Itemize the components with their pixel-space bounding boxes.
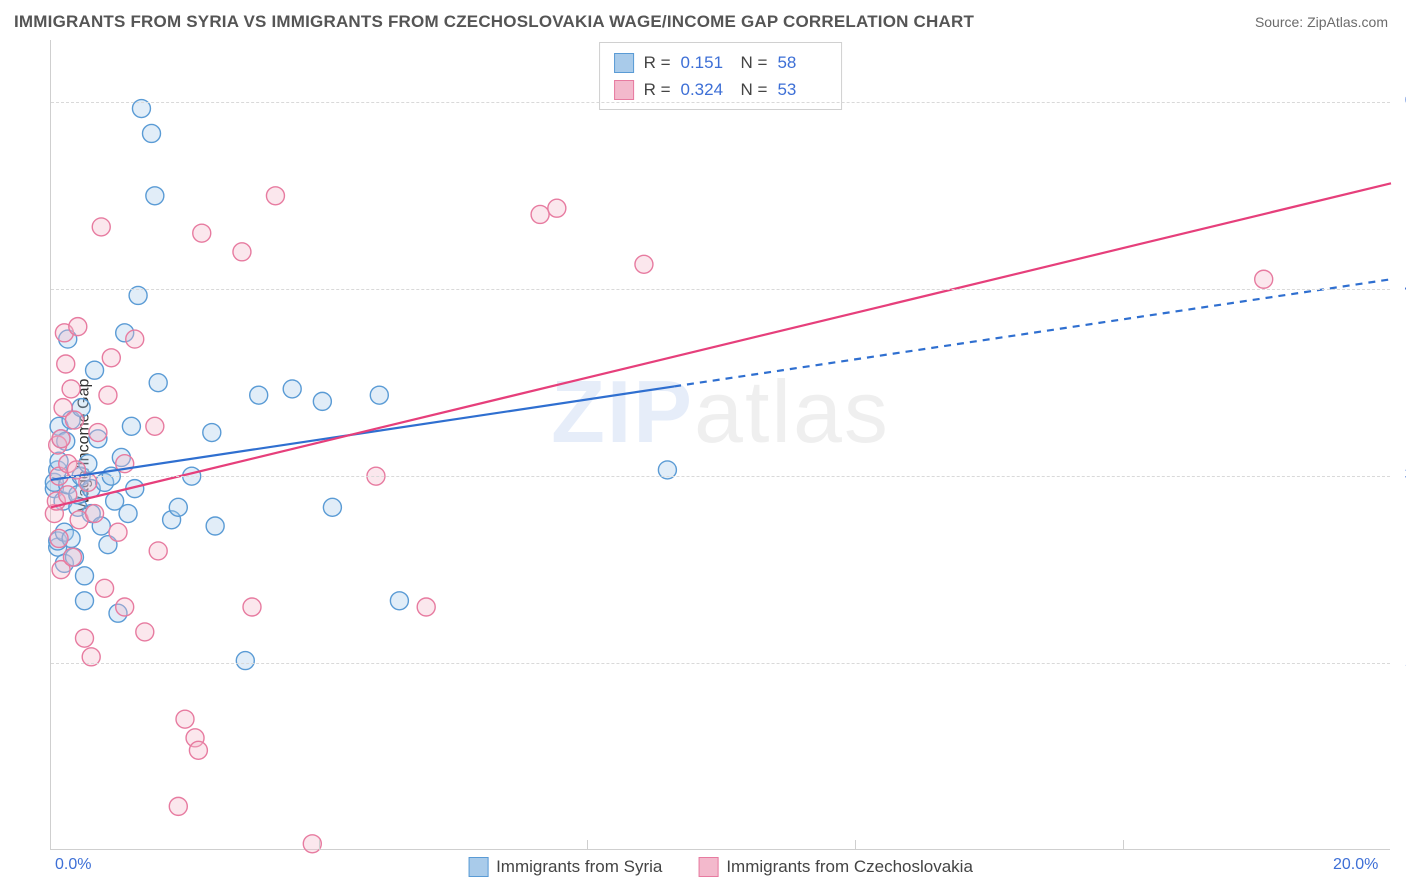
legend-row-czech: R = 0.324 N = 53 bbox=[614, 76, 828, 103]
scatter-point-syria bbox=[149, 374, 167, 392]
r-label: R = bbox=[644, 76, 671, 103]
scatter-point-syria bbox=[146, 187, 164, 205]
scatter-point-czech bbox=[86, 505, 104, 523]
legend-series: Immigrants from Syria Immigrants from Cz… bbox=[468, 857, 973, 877]
swatch-czech bbox=[698, 857, 718, 877]
scatter-point-czech bbox=[176, 710, 194, 728]
scatter-point-syria bbox=[323, 498, 341, 516]
y-tick-label: 30.0% bbox=[1398, 466, 1406, 484]
swatch-czech bbox=[614, 80, 634, 100]
scatter-point-syria bbox=[143, 124, 161, 142]
scatter-point-syria bbox=[169, 498, 187, 516]
scatter-point-czech bbox=[99, 386, 117, 404]
scatter-point-syria bbox=[76, 567, 94, 585]
scatter-point-syria bbox=[86, 361, 104, 379]
trend-line-czech bbox=[51, 183, 1391, 507]
gridline bbox=[51, 289, 1390, 290]
x-tick bbox=[855, 840, 856, 850]
scatter-point-syria bbox=[206, 517, 224, 535]
scatter-point-czech bbox=[50, 529, 68, 547]
scatter-point-czech bbox=[116, 598, 134, 616]
scatter-point-czech bbox=[149, 542, 167, 560]
y-tick-label: 15.0% bbox=[1398, 653, 1406, 671]
legend-row-syria: R = 0.151 N = 58 bbox=[614, 49, 828, 76]
legend-correlation: R = 0.151 N = 58 R = 0.324 N = 53 bbox=[599, 42, 843, 110]
source-attribution: Source: ZipAtlas.com bbox=[1255, 14, 1388, 30]
gridline bbox=[51, 476, 1390, 477]
scatter-point-czech bbox=[548, 199, 566, 217]
plot-area: ZIPatlas R = 0.151 N = 58 R = 0.324 N = … bbox=[50, 40, 1390, 850]
chart-svg bbox=[51, 40, 1390, 849]
legend-label-czech: Immigrants from Czechoslovakia bbox=[726, 857, 973, 877]
scatter-point-czech bbox=[417, 598, 435, 616]
scatter-point-czech bbox=[126, 330, 144, 348]
scatter-point-czech bbox=[96, 579, 114, 597]
scatter-point-czech bbox=[1255, 270, 1273, 288]
scatter-point-czech bbox=[92, 218, 110, 236]
scatter-point-czech bbox=[243, 598, 261, 616]
scatter-point-syria bbox=[250, 386, 268, 404]
trend-line-extrapolated-syria bbox=[674, 279, 1391, 386]
source-link[interactable]: ZipAtlas.com bbox=[1307, 14, 1388, 30]
gridline bbox=[51, 102, 1390, 103]
plot-container: Wage/Income Gap ZIPatlas R = 0.151 N = 5… bbox=[50, 40, 1390, 850]
scatter-point-czech bbox=[531, 205, 549, 223]
scatter-point-syria bbox=[122, 417, 140, 435]
scatter-point-syria bbox=[390, 592, 408, 610]
scatter-point-czech bbox=[169, 797, 187, 815]
scatter-point-czech bbox=[635, 255, 653, 273]
r-value-czech: 0.324 bbox=[681, 76, 731, 103]
x-tick bbox=[1123, 840, 1124, 850]
scatter-point-syria bbox=[119, 505, 137, 523]
scatter-point-czech bbox=[69, 318, 87, 336]
n-value-czech: 53 bbox=[777, 76, 827, 103]
scatter-point-czech bbox=[89, 424, 107, 442]
scatter-point-czech bbox=[52, 430, 70, 448]
legend-item-syria: Immigrants from Syria bbox=[468, 857, 662, 877]
y-tick-label: 60.0% bbox=[1398, 92, 1406, 110]
gridline bbox=[51, 663, 1390, 664]
r-label: R = bbox=[644, 49, 671, 76]
scatter-point-czech bbox=[109, 523, 127, 541]
scatter-point-czech bbox=[266, 187, 284, 205]
trend-line-syria bbox=[51, 386, 674, 479]
x-tick bbox=[319, 840, 320, 850]
scatter-point-czech bbox=[76, 629, 94, 647]
scatter-point-czech bbox=[57, 355, 75, 373]
swatch-syria bbox=[614, 53, 634, 73]
x-tick-label: 20.0% bbox=[1333, 856, 1378, 874]
scatter-point-czech bbox=[193, 224, 211, 242]
swatch-syria bbox=[468, 857, 488, 877]
chart-title: IMMIGRANTS FROM SYRIA VS IMMIGRANTS FROM… bbox=[14, 12, 974, 32]
scatter-point-syria bbox=[203, 424, 221, 442]
legend-label-syria: Immigrants from Syria bbox=[496, 857, 662, 877]
scatter-point-czech bbox=[233, 243, 251, 261]
scatter-point-syria bbox=[370, 386, 388, 404]
scatter-point-czech bbox=[62, 380, 80, 398]
scatter-point-syria bbox=[313, 392, 331, 410]
scatter-point-syria bbox=[76, 592, 94, 610]
scatter-point-czech bbox=[65, 411, 83, 429]
scatter-point-czech bbox=[136, 623, 154, 641]
scatter-point-czech bbox=[102, 349, 120, 367]
x-tick bbox=[587, 840, 588, 850]
n-label: N = bbox=[741, 76, 768, 103]
scatter-point-czech bbox=[189, 741, 207, 759]
y-tick-label: 45.0% bbox=[1398, 279, 1406, 297]
n-value-syria: 58 bbox=[777, 49, 827, 76]
scatter-point-czech bbox=[146, 417, 164, 435]
scatter-point-syria bbox=[283, 380, 301, 398]
x-tick-label: 0.0% bbox=[55, 856, 91, 874]
n-label: N = bbox=[741, 49, 768, 76]
source-prefix: Source: bbox=[1255, 14, 1307, 30]
scatter-point-czech bbox=[63, 548, 81, 566]
r-value-syria: 0.151 bbox=[681, 49, 731, 76]
legend-item-czech: Immigrants from Czechoslovakia bbox=[698, 857, 973, 877]
scatter-point-syria bbox=[236, 652, 254, 670]
